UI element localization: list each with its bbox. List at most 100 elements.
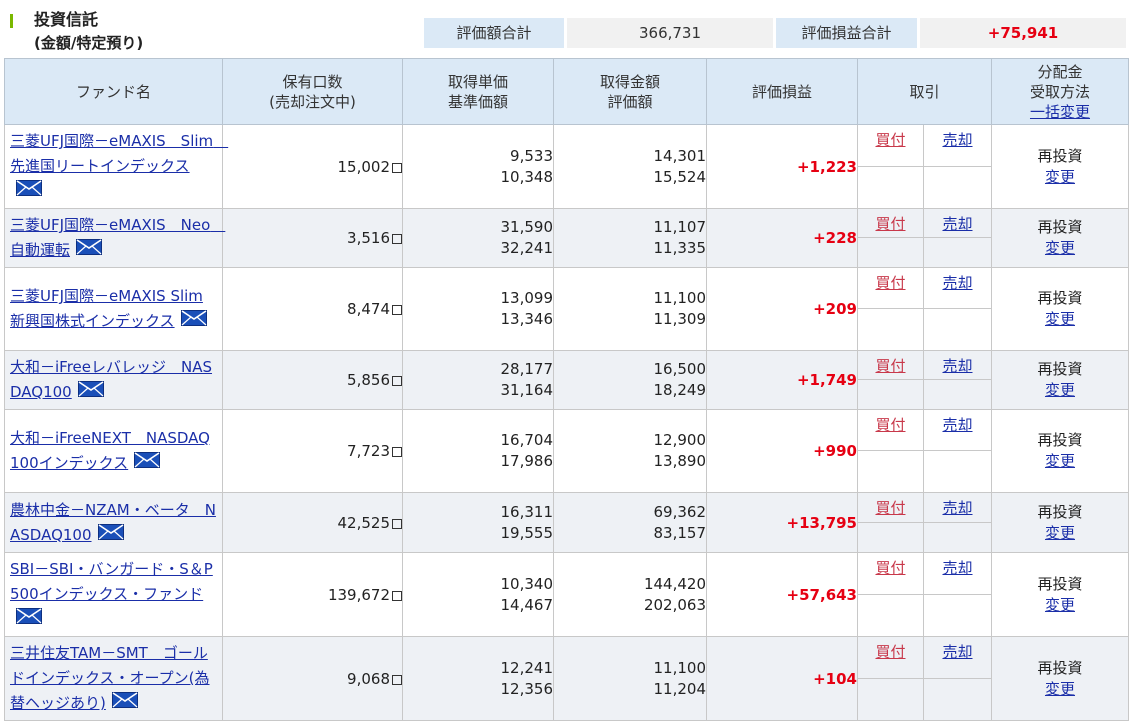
pl-value: +1,749 — [796, 371, 857, 389]
fund-name-cell: 三井住友TAM－SMT ゴールドインデックス・オープン(為替ヘッジあり) — [4, 636, 223, 721]
fund-name-link[interactable]: SBI－SBI・バンガード・S＆P500インデックス・ファンド — [5, 557, 222, 632]
unit-cost: 12,241 — [500, 658, 554, 677]
pl-value: +57,643 — [786, 585, 857, 604]
sell-link[interactable]: 売却 — [942, 643, 973, 661]
change-link[interactable]: 変更 — [1044, 239, 1075, 257]
distribution-cell: 再投資 変更 — [991, 208, 1129, 268]
base-price: 12,356 — [500, 679, 554, 698]
mail-icon[interactable] — [97, 523, 124, 548]
distribution-method: 再投資 — [1037, 431, 1083, 449]
fund-row: 農林中金－NZAM・ベータ NASDAQ100 42,525 16,311 19,… — [4, 492, 1129, 553]
buy-link[interactable]: 買付 — [875, 274, 906, 292]
trade-cell: 買付 売却 — [857, 636, 992, 721]
holdings-cell: 8,474 — [222, 267, 403, 351]
amount-cell: 11,100 11,309 — [553, 267, 707, 351]
amount-cell: 69,362 83,157 — [553, 492, 707, 553]
base-price: 10,348 — [500, 167, 554, 186]
valuation-total-label: 評価額合計 — [424, 18, 564, 48]
fund-name-cell: 農林中金－NZAM・ベータ NASDAQ100 — [4, 492, 223, 553]
valuation: 13,890 — [653, 452, 707, 470]
sell-link[interactable]: 売却 — [942, 416, 973, 434]
mail-icon[interactable] — [16, 607, 42, 632]
fund-name-link[interactable]: 三菱UFJ国際－eMAXIS Slim 先進国リートインデックス — [5, 129, 228, 204]
fund-name-link[interactable]: 三菱UFJ国際－eMAXIS Slim 新興国株式インデックス — [5, 284, 222, 334]
holdings-cell: 7,723 — [222, 409, 403, 493]
pl-value: +1,223 — [796, 157, 857, 176]
unit-cost: 16,704 — [500, 431, 554, 449]
col-header-fund-name: ファンド名 — [4, 58, 223, 125]
change-link[interactable]: 変更 — [1044, 452, 1075, 470]
distribution-method: 再投資 — [1037, 218, 1083, 236]
cost-amount: 11,100 — [653, 289, 707, 307]
col-header-pl: 評価損益 — [706, 58, 858, 125]
change-link[interactable]: 変更 — [1044, 679, 1075, 698]
fund-row: SBI－SBI・バンガード・S＆P500インデックス・ファンド 139,672 … — [4, 552, 1129, 637]
valuation: 202,063 — [643, 595, 706, 614]
fund-name-link[interactable]: 大和－iFreeレバレッジ NASDAQ100 — [5, 355, 222, 405]
fund-row: 三菱UFJ国際－eMAXIS Neo 自動運転 3,516 31,590 32,2… — [4, 208, 1129, 268]
cost-amount: 69,362 — [653, 502, 707, 521]
sell-link[interactable]: 売却 — [942, 274, 973, 292]
fund-name-link[interactable]: 大和－iFreeNEXT NASDAQ100インデックス — [5, 426, 222, 476]
mail-icon[interactable] — [180, 309, 207, 334]
trade-cell: 買付 売却 — [857, 208, 992, 268]
order-box-icon — [392, 590, 402, 601]
mail-icon[interactable] — [111, 691, 138, 716]
fund-name-cell: 大和－iFreeレバレッジ NASDAQ100 — [4, 350, 223, 410]
holdings-cell: 139,672 — [222, 552, 403, 637]
valuation: 18,249 — [653, 381, 707, 399]
fund-name-link[interactable]: 三菱UFJ国際－eMAXIS Neo 自動運転 — [5, 213, 225, 263]
sell-link[interactable]: 売却 — [942, 559, 973, 577]
fund-row: 三菱UFJ国際－eMAXIS Slim 新興国株式インデックス 8,474 13… — [4, 267, 1129, 351]
distribution-method: 再投資 — [1037, 658, 1083, 677]
order-box-icon — [392, 376, 402, 386]
amount-cell: 16,500 18,249 — [553, 350, 707, 410]
sell-link[interactable]: 売却 — [942, 215, 973, 233]
section-accent-bar — [10, 14, 13, 28]
distribution-cell: 再投資 変更 — [991, 492, 1129, 553]
pl-cell: +228 — [706, 208, 858, 268]
mail-icon[interactable] — [76, 238, 103, 263]
mail-icon[interactable] — [77, 380, 104, 405]
unit-cost-cell: 16,311 19,555 — [402, 492, 554, 553]
sell-link[interactable]: 売却 — [942, 499, 973, 517]
pl-value: +13,795 — [786, 513, 857, 532]
mail-icon[interactable] — [134, 451, 161, 476]
fund-name-link[interactable]: 農林中金－NZAM・ベータ NASDAQ100 — [5, 498, 222, 548]
fund-name-link[interactable]: 三井住友TAM－SMT ゴールドインデックス・オープン(為替ヘッジあり) — [5, 641, 222, 716]
trade-cell: 買付 売却 — [857, 409, 992, 493]
bulk-change-link[interactable]: 一括変更 — [1029, 102, 1090, 121]
valuation: 15,524 — [653, 167, 707, 186]
unit-cost-cell: 28,177 31,164 — [402, 350, 554, 410]
order-box-icon — [392, 305, 402, 315]
change-link[interactable]: 変更 — [1044, 595, 1075, 614]
sell-link[interactable]: 売却 — [942, 357, 973, 375]
change-link[interactable]: 変更 — [1044, 523, 1075, 542]
distribution-method: 再投資 — [1037, 574, 1083, 593]
buy-link[interactable]: 買付 — [875, 215, 906, 233]
pl-value: +228 — [813, 229, 857, 247]
sell-link[interactable]: 売却 — [942, 131, 973, 149]
buy-link[interactable]: 買付 — [875, 643, 906, 661]
distribution-method: 再投資 — [1037, 289, 1083, 307]
pl-total-label: 評価損益合計 — [776, 18, 917, 48]
change-link[interactable]: 変更 — [1044, 167, 1075, 186]
pl-cell: +1,223 — [706, 124, 858, 209]
fund-name-cell: 大和－iFreeNEXT NASDAQ100インデックス — [4, 409, 223, 493]
order-box-icon — [392, 447, 402, 457]
buy-link[interactable]: 買付 — [875, 357, 906, 375]
buy-link[interactable]: 買付 — [875, 131, 906, 149]
change-link[interactable]: 変更 — [1044, 381, 1075, 399]
fund-name-cell: 三菱UFJ国際－eMAXIS Neo 自動運転 — [4, 208, 225, 268]
fund-row: 大和－iFreeレバレッジ NASDAQ100 5,856 28,177 31,1… — [4, 350, 1129, 410]
buy-link[interactable]: 買付 — [875, 559, 906, 577]
amount-cell: 14,301 15,524 — [553, 124, 707, 209]
trade-cell: 買付 売却 — [857, 492, 992, 553]
buy-link[interactable]: 買付 — [875, 416, 906, 434]
fund-name-cell: 三菱UFJ国際－eMAXIS Slim 新興国株式インデックス — [4, 267, 223, 351]
holdings-units: 7,723 — [347, 442, 390, 460]
change-link[interactable]: 変更 — [1044, 310, 1075, 328]
distribution-method: 再投資 — [1037, 146, 1083, 165]
mail-icon[interactable] — [16, 179, 42, 204]
buy-link[interactable]: 買付 — [875, 499, 906, 517]
